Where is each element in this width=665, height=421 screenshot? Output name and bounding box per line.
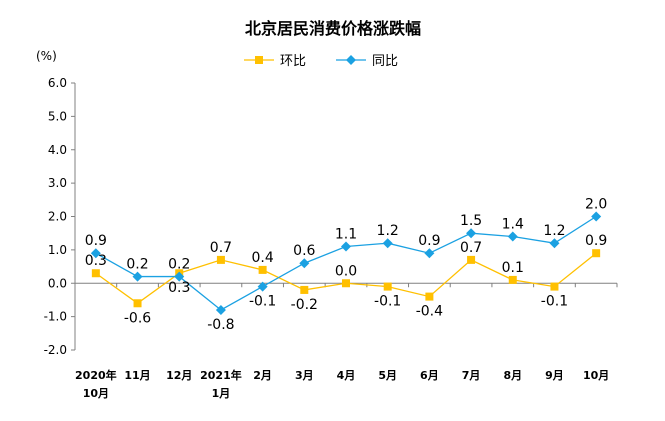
series-marker-0 bbox=[216, 255, 225, 264]
data-label-1: 1.4 bbox=[502, 217, 524, 233]
y-tick-label: 6.0 bbox=[48, 76, 67, 90]
y-tick-label: 1.0 bbox=[48, 243, 67, 257]
series-marker-1 bbox=[424, 248, 435, 259]
data-label-1: 0.9 bbox=[418, 233, 440, 249]
y-axis-unit: (%) bbox=[36, 49, 57, 63]
data-label-1: 0.2 bbox=[126, 257, 148, 273]
series-marker-1 bbox=[257, 281, 268, 292]
y-tick-label: 0.0 bbox=[48, 276, 67, 290]
x-axis: 2020年 10月 11月 12月 2021年 1月 2月 3月 4月 5月 6月 7月 8月 9月 10月 bbox=[74, 282, 618, 400]
legend-label-0: 环比 bbox=[280, 54, 306, 69]
series-marker-1 bbox=[90, 248, 101, 259]
data-label-0: 0.4 bbox=[251, 250, 273, 266]
data-label-0: -0.1 bbox=[541, 294, 568, 310]
series-marker-1 bbox=[591, 211, 602, 222]
series-marker-0 bbox=[383, 282, 392, 291]
legend-marker-1 bbox=[346, 55, 356, 65]
data-label-1: -0.8 bbox=[207, 317, 234, 333]
y-tick-label: 4.0 bbox=[48, 143, 67, 157]
x-tick-label: 2021年 bbox=[200, 368, 242, 382]
y-tick-label: 2.0 bbox=[48, 210, 67, 224]
series-marker-0 bbox=[133, 299, 142, 308]
data-label-1: 1.2 bbox=[543, 223, 565, 239]
x-tick-label: 9月 bbox=[545, 369, 564, 382]
x-tick-label: 11月 bbox=[124, 369, 150, 382]
x-tick-label: 3月 bbox=[295, 369, 314, 382]
data-label-0: 0.1 bbox=[502, 260, 524, 276]
x-tick-label: 2月 bbox=[253, 369, 272, 382]
data-label-0: 0.7 bbox=[210, 240, 232, 256]
series-marker-0 bbox=[342, 279, 350, 288]
data-label-0: -0.6 bbox=[124, 310, 151, 326]
x-tick-label: 12月 bbox=[166, 369, 192, 382]
x-tick-label: 7月 bbox=[462, 369, 481, 382]
data-label-0: 0.9 bbox=[585, 233, 607, 249]
series-marker-0 bbox=[467, 255, 476, 264]
x-tick-label: 6月 bbox=[420, 369, 439, 382]
y-tick-label: 3.0 bbox=[48, 176, 67, 190]
series-marker-1 bbox=[507, 231, 518, 242]
data-label-1: 1.5 bbox=[460, 213, 482, 229]
x-tick-label: 4月 bbox=[337, 369, 356, 382]
series-marker-0 bbox=[300, 285, 309, 294]
legend: 环比 同比 bbox=[244, 54, 398, 69]
x-tick-label: 10月 bbox=[583, 369, 609, 382]
series-marker-1 bbox=[382, 238, 393, 249]
x-tick-label: 8月 bbox=[503, 369, 522, 382]
series-marker-1 bbox=[174, 271, 185, 282]
data-label-1: 0.9 bbox=[85, 233, 107, 249]
series-marker-1 bbox=[466, 228, 477, 239]
data-label-0: 0.0 bbox=[335, 263, 357, 279]
series-marker-0 bbox=[91, 269, 100, 278]
series-marker-0 bbox=[425, 292, 434, 301]
data-label-0: 0.7 bbox=[460, 240, 482, 256]
series-marker-1 bbox=[215, 304, 226, 315]
series-marker-1 bbox=[549, 238, 560, 249]
data-label-1: -0.1 bbox=[249, 294, 276, 310]
series-marker-0 bbox=[258, 265, 267, 274]
series-marker-0 bbox=[508, 275, 517, 284]
data-label-0: -0.1 bbox=[374, 294, 401, 310]
x-tick-label: 10月 bbox=[83, 387, 109, 400]
data-label-1: 0.2 bbox=[168, 257, 190, 273]
chart-title: 北京居民消费价格涨跌幅 bbox=[245, 19, 421, 38]
data-label-0: 0.3 bbox=[168, 280, 190, 296]
data-label-1: 2.0 bbox=[585, 197, 607, 213]
series-marker-1 bbox=[299, 258, 310, 269]
data-label-1: 1.2 bbox=[377, 223, 399, 239]
x-tick-label: 5月 bbox=[378, 369, 397, 382]
y-tick-label: -1.0 bbox=[44, 310, 67, 324]
y-axis: 6.0 5.0 4.0 3.0 2.0 1.0 0.0 -1.0 -2.0 bbox=[44, 76, 76, 357]
data-labels: 0.3 -0.6 0.3 0.7 0.4 -0.2 0.0 -0.1 -0.4 0.7 0.1 -0.… bbox=[85, 197, 608, 333]
series-marker-1 bbox=[132, 271, 143, 282]
legend-marker-0 bbox=[255, 56, 263, 64]
series-marker-0 bbox=[550, 282, 559, 291]
data-label-1: 1.1 bbox=[335, 227, 357, 243]
data-label-1: 0.6 bbox=[293, 243, 315, 259]
data-label-0: -0.4 bbox=[416, 304, 443, 320]
x-tick-label: 2020年 bbox=[75, 368, 117, 382]
data-label-0: 0.3 bbox=[85, 253, 107, 269]
data-label-0: -0.2 bbox=[291, 297, 318, 313]
series-marker-1 bbox=[341, 241, 351, 252]
series-marker-0 bbox=[592, 249, 601, 258]
plot-area bbox=[90, 211, 602, 315]
legend-label-1: 同比 bbox=[372, 54, 398, 69]
y-tick-label: -2.0 bbox=[44, 343, 67, 357]
x-tick-label: 1月 bbox=[212, 387, 231, 400]
y-tick-label: 5.0 bbox=[48, 109, 67, 123]
